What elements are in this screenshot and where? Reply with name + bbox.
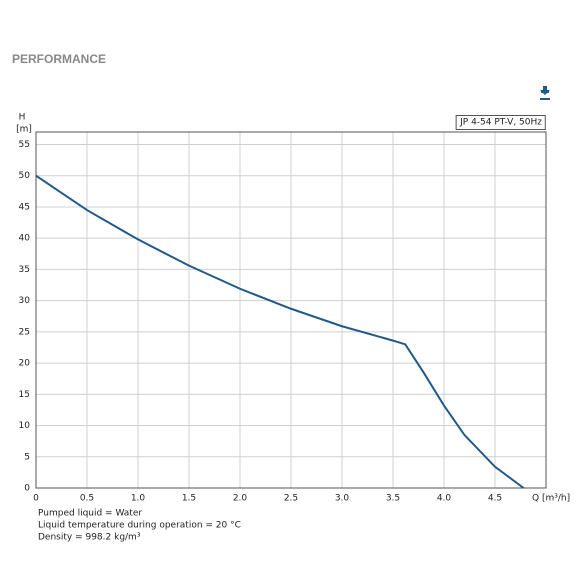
x-axis-label: Q [m³/h] (532, 494, 570, 504)
x-tick-label: 1.5 (182, 494, 196, 504)
x-tick-label: 3.5 (386, 494, 400, 504)
x-tick-label: 2.0 (233, 494, 248, 504)
y-axis-unit: [m] (16, 125, 32, 135)
legend-box (455, 115, 546, 130)
performance-curve (35, 174, 525, 489)
y-tick-label: 15 (19, 390, 30, 400)
y-tick-label: 45 (19, 202, 30, 212)
y-tick-label: 10 (19, 421, 31, 431)
y-tick-label: 40 (19, 234, 31, 244)
y-tick-label: 30 (19, 296, 31, 306)
y-tick-label: 50 (19, 171, 31, 181)
y-tick-label: 55 (19, 140, 30, 150)
x-tick-label: 0.5 (80, 494, 94, 504)
x-tick-label: 4.0 (437, 494, 452, 504)
x-tick-label: 1.0 (131, 494, 146, 504)
y-tick-label: 5 (24, 452, 30, 462)
y-tick-label: 0 (24, 484, 30, 494)
x-tick-label: 2.5 (284, 494, 298, 504)
y-tick-label: 20 (19, 359, 31, 369)
y-tick-label: 25 (19, 327, 30, 337)
download-icon[interactable] (540, 86, 550, 100)
y-tick-label: 35 (19, 265, 30, 275)
page-title: PERFORMANCE (12, 52, 106, 66)
x-tick-label: 4.5 (488, 494, 502, 504)
x-tick-label: 3.0 (335, 494, 350, 504)
plot-frame (35, 131, 547, 489)
note: Liquid temperature during operation = 20… (38, 521, 241, 531)
note: Pumped liquid = Water (38, 509, 142, 519)
x-tick-label: 0 (33, 494, 39, 504)
note: Density = 998.2 kg/m³ (38, 533, 141, 543)
y-axis-label: H (19, 113, 26, 123)
legend-entry: JP 4-54 PT-V, 50Hz (459, 118, 542, 128)
